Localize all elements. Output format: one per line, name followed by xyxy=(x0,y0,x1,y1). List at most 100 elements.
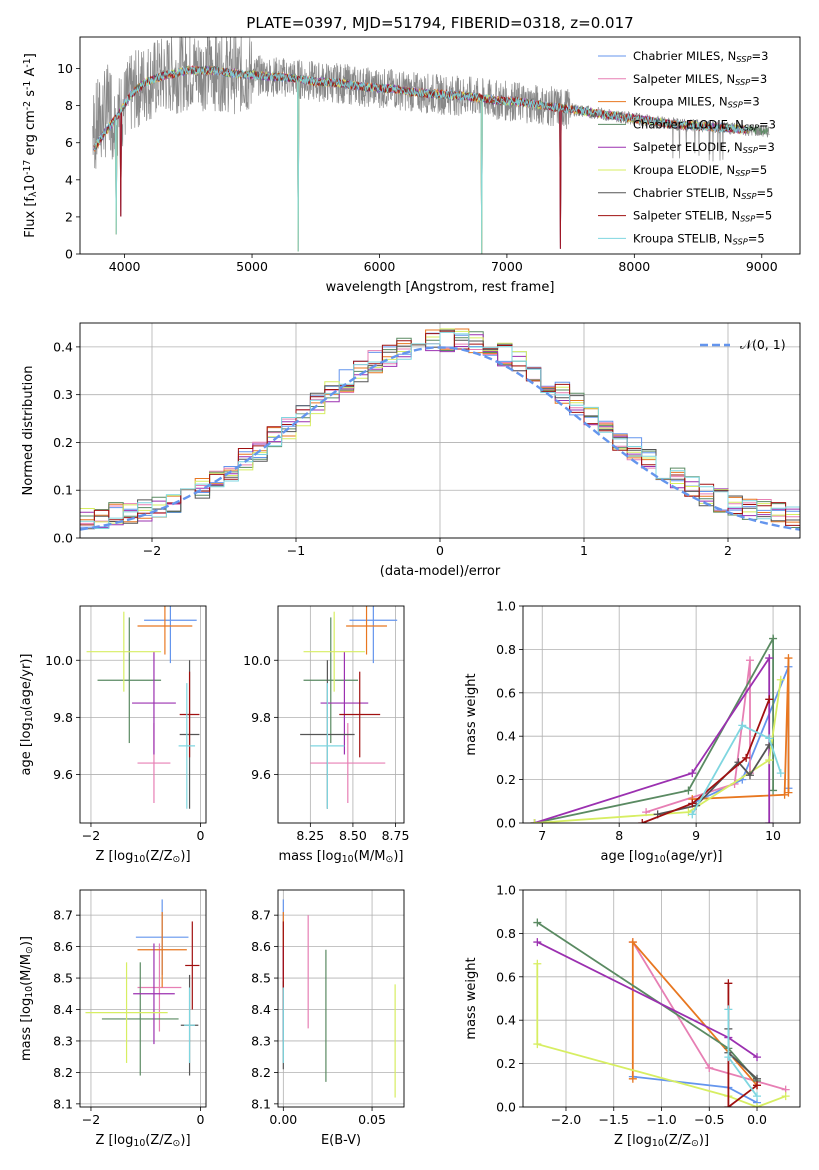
plot-area xyxy=(92,37,770,254)
y-tick-label: 0.8 xyxy=(496,926,516,941)
axes-frame xyxy=(79,889,207,1108)
figure-title: PLATE=0397, MJD=51794, FIBERID=0318, z=0… xyxy=(246,14,633,32)
plot-area xyxy=(282,899,396,1098)
weight-marker xyxy=(738,721,747,730)
y-tick-label: 9.6 xyxy=(251,767,271,782)
x-axis-label: age [log10(age/yr)] xyxy=(601,849,723,865)
axes-frame xyxy=(79,36,801,255)
legend-label: Kroupa STELIB, NSSP=5 xyxy=(633,231,765,246)
errorbar-kroupa-elodie xyxy=(85,962,168,1063)
y-tick-label: 1.0 xyxy=(496,599,516,614)
y-tick-label: 8.3 xyxy=(53,1033,73,1048)
weight-marker xyxy=(765,819,774,823)
axes-frame xyxy=(277,605,405,824)
weight-marker xyxy=(628,938,637,947)
axes-spectrum: 4000 5000 6000 7000 8000 9000 0 2 4 6 8 10 wavelengt… xyxy=(22,36,801,295)
y-tick-label: 1.0 xyxy=(496,883,516,898)
legend-label: 𝒩(0, 1) xyxy=(740,337,786,352)
weight-marker xyxy=(705,1063,714,1072)
legend-label: Kroupa MILES, NSSP=3 xyxy=(633,95,760,110)
x-axis-label: Z [log10(Z/Z⊙)] xyxy=(614,1133,709,1149)
weight-marker xyxy=(638,819,647,823)
y-tick-label: 8.3 xyxy=(251,1033,271,1048)
plot-area xyxy=(80,328,800,531)
y-axis-label: Normed distribution xyxy=(21,366,36,496)
x-tick-label: −1.5 xyxy=(599,1112,629,1127)
y-tick-label: 8.6 xyxy=(53,939,73,954)
weight-marker xyxy=(724,1053,733,1062)
y-axis-label: mass weight xyxy=(464,673,479,755)
y-tick-label: 9.8 xyxy=(53,710,73,725)
weight-marker xyxy=(753,1092,762,1101)
y-tick-label: 0.8 xyxy=(496,642,516,657)
weight-line xyxy=(691,724,782,815)
weight-marker xyxy=(688,799,697,808)
x-tick-label: 8.25 xyxy=(296,828,324,843)
x-axis-label: wavelength [Angstrom, rest frame] xyxy=(326,280,555,295)
axes-frame xyxy=(79,322,801,539)
y-axis-label: age [log10(age/yr)] xyxy=(19,654,35,776)
errorbar-chabrier-miles xyxy=(349,606,398,664)
y-tick-label: 0.2 xyxy=(53,435,73,450)
x-tick-label: −2 xyxy=(82,828,100,843)
legend-label: Salpeter ELODIE, NSSP=3 xyxy=(633,140,775,155)
y-tick-label: 0.4 xyxy=(496,1013,516,1028)
weight-marker xyxy=(745,656,754,665)
weight-marker xyxy=(533,1040,542,1049)
weight-marker xyxy=(533,918,542,927)
plot-area xyxy=(86,606,200,809)
weight-marker xyxy=(688,810,697,819)
y-tick-label: 0 xyxy=(65,247,73,262)
x-tick-label: 9000 xyxy=(746,259,778,274)
weight-marker xyxy=(724,1005,733,1014)
errorbar-chabrier-elodie xyxy=(97,617,162,744)
gridlines xyxy=(80,323,800,539)
axes-residuals: −2 −1 0 1 2 0.0 0.1 0.2 0.3 0.4 (data-model)/error… xyxy=(21,322,801,579)
x-axis-label: (data-model)/error xyxy=(380,564,501,579)
y-tick-label: 8.2 xyxy=(53,1065,73,1080)
y-tick-label: 4 xyxy=(65,172,73,187)
gridlines xyxy=(523,605,800,824)
y-tick-label: 0.0 xyxy=(496,1100,516,1115)
legend-label: Salpeter STELIB, NSSP=5 xyxy=(633,209,772,224)
y-tick-label: 9.6 xyxy=(53,767,73,782)
weight-marker xyxy=(769,634,778,643)
y-tick-label: 0.0 xyxy=(53,531,73,546)
weight-marker xyxy=(753,1081,762,1090)
weight-marker xyxy=(742,753,751,762)
y-tick-label: 8 xyxy=(65,98,73,113)
plot-area xyxy=(533,918,790,1107)
axes-z-weight: −2.0 −1.5 −1.0 −0.5 0.0 0.0 0.2 0.4 0.6 0.8 1.0 Z [… xyxy=(464,883,801,1149)
errorbar-kroupa-elodie xyxy=(303,611,365,692)
errorbar-kroupa-miles xyxy=(137,912,187,988)
weight-marker xyxy=(776,675,785,684)
weight-line xyxy=(727,983,758,1107)
plot-area xyxy=(85,899,200,1076)
axes-frame xyxy=(277,889,405,1108)
errorbar-kroupa-elodie xyxy=(86,611,162,692)
y-tick-label: 2 xyxy=(65,209,73,224)
normal-curve xyxy=(80,346,800,531)
errorbar-chabrier-elodie xyxy=(303,617,359,744)
x-axis-label: E(B-V) xyxy=(321,1133,361,1148)
errorbar-salpeter-stelib xyxy=(179,671,200,758)
x-tick-label: 8 xyxy=(615,828,623,843)
x-tick-label: 0 xyxy=(197,1112,205,1127)
x-tick-label: 0 xyxy=(436,543,444,558)
x-tick-label: 0.05 xyxy=(358,1112,386,1127)
y-tick-label: 9.8 xyxy=(251,710,271,725)
weight-marker xyxy=(765,734,774,743)
axes-frame xyxy=(522,605,801,824)
x-axis-label: mass [log10(M/M⊙)] xyxy=(279,849,404,865)
weight-line xyxy=(641,698,771,823)
errorbar-salpeter-elodie xyxy=(132,651,176,755)
y-axis-label: mass [log10(M/M⊙)] xyxy=(19,936,35,1061)
axes-age-weight: 7 8 9 10 0.0 0.2 0.4 0.6 0.8 1.0 age [log10(age/yr… xyxy=(464,599,801,865)
legend-label: Chabrier STELIB, NSSP=5 xyxy=(633,186,773,201)
axes-frame xyxy=(79,605,207,824)
x-tick-label: −1 xyxy=(287,543,305,558)
axes-mass-age: 8.25 8.50 8.75 9.6 9.8 10.0 mass [log10(M/M⊙)] xyxy=(243,605,409,865)
x-tick-label: −2 xyxy=(143,543,161,558)
weight-marker xyxy=(628,1074,637,1083)
weight-marker xyxy=(769,786,778,795)
